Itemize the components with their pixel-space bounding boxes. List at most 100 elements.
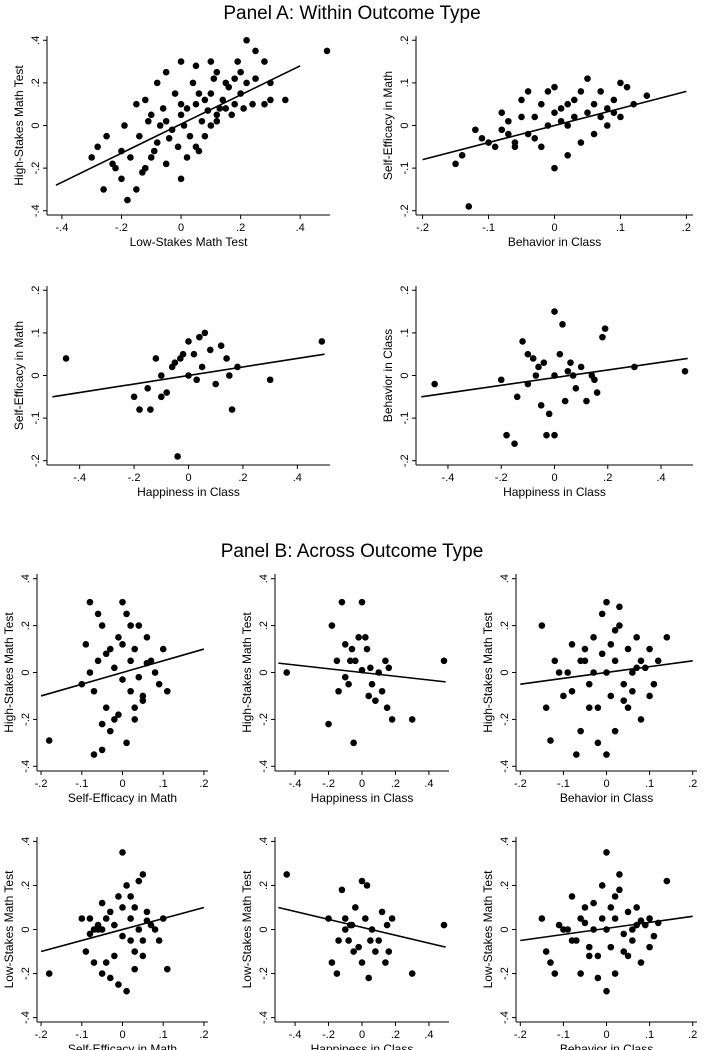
data-point [498,109,506,117]
x-tick-label: 0 [119,1029,125,1041]
x-axis-label: Happiness in Class [311,1042,414,1050]
y-tick-label: -.4 [258,1011,270,1024]
y-tick-label: -.4 [20,760,32,773]
data-point [237,68,244,76]
x-tick-label: 0 [359,1029,365,1041]
y-tick-label: .4 [499,837,511,846]
data-point [231,75,238,82]
data-point [147,111,155,119]
y-tick-label: -.2 [258,967,270,980]
data-point [637,917,645,924]
data-point [98,746,106,754]
data-point [599,333,606,341]
data-point [121,122,128,129]
data-point [352,904,359,911]
y-axis-label: Self-Efficacy in Math [12,321,26,430]
data-point [375,937,383,944]
x-tick-label: .1 [159,778,168,790]
x-tick-label: .2 [236,222,245,234]
y-tick-label: .4 [20,574,32,583]
data-point [538,915,546,922]
data-point [372,948,379,955]
fit-line [520,915,693,942]
data-point [581,904,589,911]
data-point [186,132,194,140]
x-tick-label: -.1 [557,1029,570,1041]
y-tick-label: -.1 [399,162,411,175]
data-point [362,634,369,641]
y-axis-label: High-Stakes Math Test [2,612,16,733]
data-point [383,921,391,929]
data-point [350,948,357,955]
data-point [243,79,250,87]
data-point [131,704,139,711]
y-axis-label: High-Stakes Math Test [240,612,254,733]
data-point [153,139,161,146]
data-point [139,169,146,176]
data-point [123,739,130,747]
data-point [195,90,203,97]
data-point [367,937,374,944]
x-axis-label: Behavior in Class [560,791,653,805]
data-point [551,83,558,91]
y-tick-label: -.4 [30,204,42,217]
data-point [102,650,110,658]
data-point [207,122,215,129]
x-tick-label: .2 [238,472,247,484]
data-point [568,937,576,944]
data-point [152,355,160,362]
x-tick-label: -.2 [514,778,527,790]
data-point [94,610,102,618]
data-point [106,908,114,916]
data-point [382,657,389,665]
data-point [341,641,349,648]
x-tick-label: -.4 [289,778,302,790]
x-tick-label: -.2 [35,1029,48,1041]
y-tick-label: .4 [30,36,42,45]
y-tick-label: -.2 [20,967,32,980]
data-point [111,716,118,723]
x-tick-label: -.2 [416,222,429,234]
data-point [213,117,221,125]
data-point [252,75,259,82]
data-point [156,122,164,129]
data-point [646,645,653,653]
x-axis-label: Happiness in Class [311,791,414,805]
data-point [382,959,389,966]
data-point [629,687,636,695]
data-point [111,921,118,929]
data-point [133,186,140,193]
data-point [598,882,606,889]
data-point [338,598,346,606]
data-point [333,970,341,977]
data-point [597,88,604,95]
data-point [358,598,366,606]
fit-line [40,906,205,953]
x-tick-label: .2 [688,1029,697,1041]
data-point [119,598,126,606]
data-point [555,669,563,676]
data-point [564,669,572,676]
data-point [362,915,369,922]
data-point [131,716,139,723]
data-point [388,716,396,723]
data-point [505,130,512,138]
data-point [637,716,645,723]
data-point [431,380,438,388]
data-point [135,622,143,629]
data-point [610,96,618,104]
data-point [572,384,580,392]
data-point [585,704,593,711]
y-tick-label: 0 [258,669,270,675]
x-tick-label: -.4 [442,472,455,484]
y-tick-label: 0 [20,926,32,932]
data-point [365,692,372,700]
y-tick-label: 0 [20,669,32,675]
data-point [106,645,114,653]
x-tick-label: .1 [645,1029,654,1041]
data-point [567,359,574,367]
data-point [198,117,206,125]
x-tick-label: 0 [359,778,365,790]
